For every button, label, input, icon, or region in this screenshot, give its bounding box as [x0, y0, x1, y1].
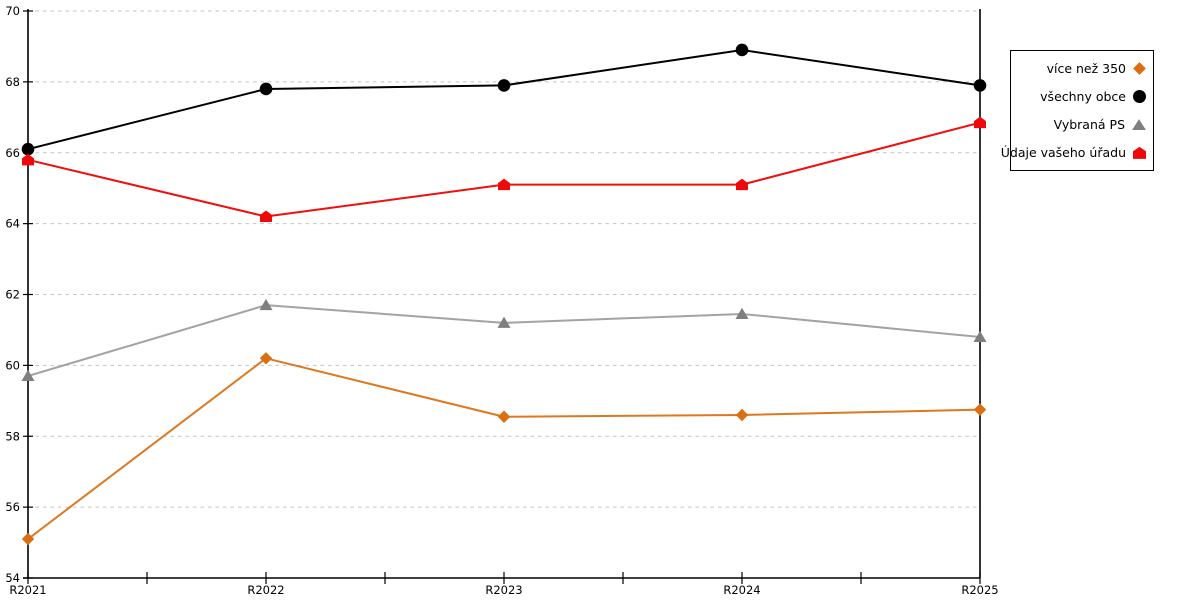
legend-item-udaje-vaseho-uradu: Údaje vašeho úřadu: [1001, 145, 1153, 160]
legend-label: Vybraná PS: [1053, 117, 1125, 133]
legend-label: více než 350: [1046, 60, 1126, 76]
marker-circle-vsechny-obce: [259, 82, 273, 96]
marker-pentagon-udaje-vaseho-uradu: [736, 178, 748, 191]
y-tick-label: 70: [5, 4, 20, 18]
x-tick-label: R2021: [9, 583, 46, 597]
chart-legend: více než 350 všechny obce Vybraná PS Údaje …: [1001, 50, 1154, 171]
marker-pentagon-udaje-vaseho-uradu: [974, 116, 986, 129]
legend-label: Údaje vašeho úřadu: [1000, 145, 1126, 161]
series-line-udaje-vaseho-uradu: [27, 121, 981, 218]
legend-item-vybrana-ps: Vybraná PS: [1011, 117, 1153, 132]
legend-label: všechny obce: [1040, 88, 1126, 104]
marker-diamond-vice-nez-350: [21, 532, 35, 546]
y-tick-label: 66: [5, 146, 20, 160]
marker-pentagon-udaje-vaseho-uradu: [22, 153, 34, 166]
x-tick-label: R2025: [961, 583, 998, 597]
marker-triangle-vybrana-ps: [21, 369, 35, 382]
y-tick-label: 68: [5, 75, 20, 89]
legend-marker-triangle-icon: [1132, 119, 1146, 131]
series-line-vice-nez-350: [27, 357, 981, 540]
x-tick-label: R2024: [723, 583, 760, 597]
legend-item-vsechny-obce: všechny obce: [1011, 89, 1153, 104]
marker-diamond-vice-nez-350: [735, 408, 749, 422]
legend-marker-circle-icon: [1133, 89, 1146, 103]
marker-triangle-vybrana-ps: [259, 298, 273, 311]
series-line-vsechny-obce: [27, 48, 981, 151]
y-tick-label: 64: [5, 217, 20, 231]
marker-pentagon-udaje-vaseho-uradu: [260, 210, 272, 223]
x-tick-label: R2023: [485, 583, 522, 597]
marker-triangle-vybrana-ps: [497, 316, 511, 328]
legend-marker-diamond-icon: [1133, 61, 1146, 75]
marker-circle-vsechny-obce: [973, 79, 987, 92]
marker-triangle-vybrana-ps: [735, 307, 749, 319]
y-tick-label: 60: [5, 358, 20, 372]
y-tick-label: 54: [5, 571, 20, 585]
y-tick-label: 62: [5, 288, 20, 302]
legend-marker-pentagon-icon: [1133, 146, 1146, 159]
marker-diamond-vice-nez-350: [497, 410, 511, 423]
y-tick-label: 58: [5, 429, 20, 443]
legend-item-vice-nez-350: více než 350: [1011, 61, 1153, 76]
marker-circle-vsechny-obce: [735, 43, 749, 57]
y-tick-label: 56: [5, 500, 20, 514]
marker-circle-vsechny-obce: [21, 142, 35, 156]
marker-triangle-vybrana-ps: [973, 330, 987, 343]
marker-diamond-vice-nez-350: [973, 403, 987, 416]
marker-pentagon-udaje-vaseho-uradu: [498, 178, 510, 191]
x-tick-label: R2022: [247, 583, 284, 597]
marker-diamond-vice-nez-350: [259, 352, 273, 365]
marker-circle-vsechny-obce: [497, 79, 511, 92]
